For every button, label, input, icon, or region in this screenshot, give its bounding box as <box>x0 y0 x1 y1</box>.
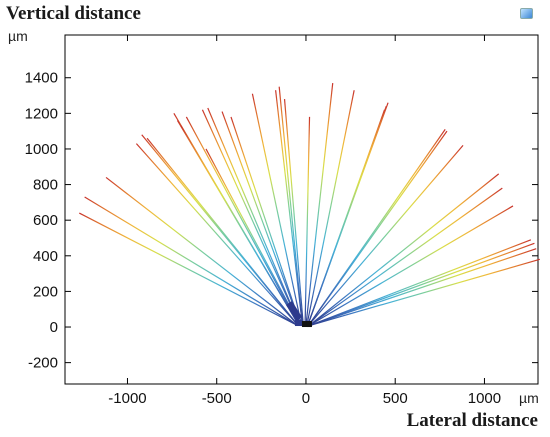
ray-stroke <box>308 129 446 326</box>
ray-line <box>310 248 537 326</box>
ray-stroke <box>310 242 535 326</box>
ray-line <box>105 176 298 326</box>
ray-line <box>221 111 302 326</box>
ray-stroke <box>305 83 334 326</box>
ray-series <box>79 83 540 326</box>
x-tick-label: -500 <box>202 390 232 407</box>
ray-line <box>308 130 448 326</box>
ray-stroke <box>283 99 304 326</box>
ray-line <box>305 83 334 326</box>
ray-stroke <box>79 212 298 326</box>
ray-line <box>146 137 299 326</box>
y-tick-label: 800 <box>33 177 58 194</box>
y-tick-label: 1400 <box>25 70 58 87</box>
ray-line <box>275 90 303 326</box>
ray-line <box>306 90 355 326</box>
ray-line <box>309 205 514 326</box>
ray-line <box>180 125 300 326</box>
ray-stroke <box>310 258 540 326</box>
emitter-block <box>294 320 302 327</box>
ray-stroke <box>221 111 302 326</box>
ray-stroke <box>84 196 298 326</box>
ray-line <box>283 99 304 326</box>
ray-stroke <box>105 176 298 326</box>
ray-line <box>310 239 532 326</box>
ray-line <box>278 86 303 326</box>
x-tick-label: 0 <box>302 390 310 407</box>
ray-stroke <box>308 145 464 326</box>
ray-line <box>230 116 302 326</box>
ray-line <box>310 258 540 326</box>
x-axis-unit: µm <box>519 390 539 406</box>
ray-stroke <box>308 130 448 326</box>
ray-line <box>207 107 301 326</box>
plot-frame <box>64 34 539 385</box>
x-tick-label: -1000 <box>108 390 146 407</box>
ray-line <box>185 116 300 326</box>
y-tick-label: 400 <box>33 248 58 265</box>
ray-stroke <box>146 137 299 326</box>
ray-stroke <box>251 93 303 326</box>
y-tick-label: 600 <box>33 212 58 229</box>
ray-line <box>309 187 503 326</box>
x-axis-title: Lateral distance <box>406 410 538 431</box>
ray-stroke <box>275 90 303 326</box>
detector-block <box>306 321 311 328</box>
ray-line <box>307 102 389 326</box>
ray-line <box>251 93 303 326</box>
y-tick-label: -200 <box>28 355 58 372</box>
ray-line <box>309 173 500 326</box>
ray-stroke <box>201 109 301 326</box>
ray-stroke <box>310 248 537 326</box>
ray-stroke <box>180 125 300 326</box>
ray-stroke <box>306 90 355 326</box>
x-tick-label: 500 <box>383 390 408 407</box>
ray-line <box>308 129 446 326</box>
ray-line <box>205 148 301 326</box>
ray-stroke <box>207 107 301 326</box>
ray-stroke <box>205 148 301 326</box>
emitter-block <box>285 301 302 322</box>
ray-stroke <box>278 86 303 326</box>
ray-line <box>84 196 298 326</box>
ray-stroke <box>309 187 503 326</box>
colormap-icon[interactable] <box>520 8 533 19</box>
x-tick-label: 1000 <box>468 390 501 407</box>
ray-line <box>201 109 301 326</box>
y-ticks: -200 0 200 400 600 800 1000 1200 1400 <box>25 70 538 372</box>
ray-stroke <box>307 102 389 326</box>
ray-line <box>304 116 311 326</box>
ray-stroke <box>309 173 500 326</box>
ray-stroke <box>310 239 532 326</box>
x-ticks: -1000 -500 0 500 1000 <box>108 35 501 407</box>
ray-stroke <box>135 143 299 326</box>
y-tick-label: 1200 <box>25 105 58 122</box>
y-axis-unit: µm <box>8 28 28 44</box>
y-tick-label: 0 <box>50 319 58 336</box>
y-axis-title: Vertical distance <box>6 3 141 24</box>
ray-line <box>135 143 299 326</box>
ray-stroke <box>185 116 300 326</box>
origin-marker <box>285 301 312 328</box>
ray-line <box>79 212 298 326</box>
ray-stroke <box>304 116 311 326</box>
ray-line <box>308 145 464 326</box>
ray-stroke <box>309 205 514 326</box>
ray-stroke <box>230 116 302 326</box>
ray-line <box>310 242 535 326</box>
y-tick-label: 1000 <box>25 141 58 158</box>
y-tick-label: 200 <box>33 283 58 300</box>
